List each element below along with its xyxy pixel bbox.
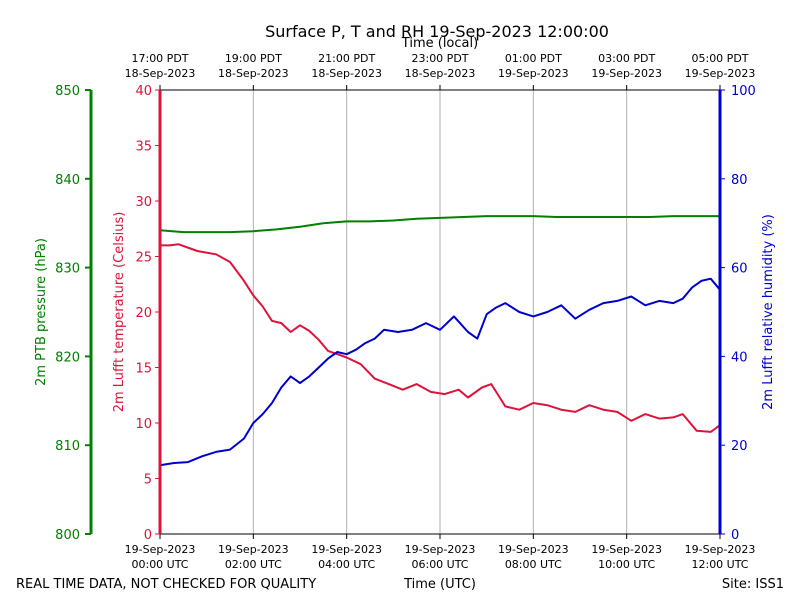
pressure-tick-label: 800 [55, 528, 80, 543]
x-tick-label-date: 19-Sep-2023 [405, 543, 476, 556]
x-tick-label-time: 04:00 UTC [318, 558, 375, 571]
humidity-tick-label: 0 [731, 528, 739, 543]
x-tick-label-time: 00:00 UTC [131, 558, 188, 571]
series-layer [159, 215, 721, 467]
axes-layer: 19-Sep-2023 00:00 UTC 17:00 PDT 18-Sep-2023… [55, 52, 756, 571]
humidity-series-line [159, 277, 721, 467]
pressure-tick-label: 830 [55, 262, 80, 277]
top-tick-label-time: 03:00 PDT [598, 52, 655, 65]
temperature-tick-label: 10 [135, 417, 152, 432]
x-tick-label-date: 19-Sep-2023 [311, 543, 382, 556]
top-tick-label-date: 19-Sep-2023 [498, 67, 569, 80]
top-tick-label-date: 19-Sep-2023 [685, 67, 756, 80]
x-tick-label-time: 06:00 UTC [411, 558, 468, 571]
x-tick-label-date: 19-Sep-2023 [685, 543, 756, 556]
x-tick-label-date: 19-Sep-2023 [591, 543, 662, 556]
pressure-tick-label: 820 [55, 350, 80, 365]
top-tick-label-time: 19:00 PDT [225, 52, 282, 65]
temperature-tick-label: 35 [135, 140, 152, 155]
humidity-axis-label: 2m Lufft relative humidity (%) [761, 214, 776, 410]
temperature-tick-label: 25 [135, 251, 152, 266]
x-tick-label-time: 02:00 UTC [225, 558, 282, 571]
quality-note: REAL TIME DATA, NOT CHECKED FOR QUALITY [16, 577, 316, 592]
temperature-series-line [160, 243, 721, 433]
pressure-tick-label: 840 [55, 173, 80, 188]
vertical-gridlines [252, 90, 628, 534]
top-tick-label-date: 19-Sep-2023 [591, 67, 662, 80]
humidity-tick-label: 40 [731, 350, 748, 365]
x-axis-label: Time (UTC) [403, 577, 476, 592]
humidity-tick-label: 80 [731, 173, 748, 188]
humidity-tick-label: 100 [731, 84, 756, 99]
temperature-axis-label: 2m Lufft temperature (Celsius) [112, 212, 127, 413]
x-tick-label-time: 12:00 UTC [691, 558, 748, 571]
pressure-tick-label: 850 [55, 84, 80, 99]
chart-title: Surface P, T and RH 19-Sep-2023 12:00:00 [265, 22, 609, 41]
temperature-tick-label: 15 [135, 362, 152, 377]
x-tick-label-date: 19-Sep-2023 [125, 543, 196, 556]
x-tick-label-time: 10:00 UTC [598, 558, 655, 571]
top-tick-label-time: 23:00 PDT [411, 52, 468, 65]
pressure-series-line [159, 215, 720, 234]
top-axis-label: Time (local) [401, 36, 478, 51]
top-tick-label-date: 18-Sep-2023 [125, 67, 196, 80]
top-tick-label-time: 05:00 PDT [691, 52, 748, 65]
temperature-tick-label: 40 [135, 84, 152, 99]
pressure-tick-label: 810 [55, 439, 80, 454]
top-tick-label-date: 18-Sep-2023 [218, 67, 289, 80]
temperature-tick-label: 30 [135, 195, 152, 210]
x-tick-label-date: 19-Sep-2023 [218, 543, 289, 556]
top-tick-label-date: 18-Sep-2023 [311, 67, 382, 80]
pressure-axis-label: 2m PTB pressure (hPa) [34, 238, 49, 386]
temperature-tick-label: 0 [144, 528, 152, 543]
temperature-tick-label: 5 [144, 473, 152, 488]
humidity-tick-label: 20 [731, 439, 748, 454]
temperature-tick-label: 20 [135, 306, 152, 321]
x-tick-label-time: 08:00 UTC [505, 558, 562, 571]
x-tick-label-date: 19-Sep-2023 [498, 543, 569, 556]
top-tick-label-date: 18-Sep-2023 [405, 67, 476, 80]
humidity-tick-label: 60 [731, 262, 748, 277]
top-tick-label-time: 21:00 PDT [318, 52, 375, 65]
site-label: Site: ISS1 [722, 577, 784, 592]
top-tick-label-time: 01:00 PDT [505, 52, 562, 65]
top-tick-label-time: 17:00 PDT [131, 52, 188, 65]
